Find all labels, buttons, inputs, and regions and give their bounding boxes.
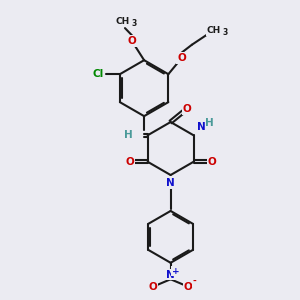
Text: 3: 3 (132, 20, 137, 28)
Text: CH: CH (116, 17, 130, 26)
Text: Cl: Cl (92, 69, 103, 79)
Text: 3: 3 (223, 28, 228, 38)
Text: O: O (207, 157, 216, 167)
Text: N: N (166, 178, 175, 188)
Text: N: N (197, 122, 206, 132)
Text: +: + (172, 266, 180, 275)
Text: H: H (124, 130, 132, 140)
Text: O: O (184, 282, 193, 292)
Text: O: O (182, 104, 191, 114)
Text: O: O (177, 53, 186, 63)
Text: -: - (193, 277, 196, 286)
Text: N: N (166, 269, 175, 280)
Text: O: O (125, 157, 134, 167)
Text: O: O (128, 36, 137, 46)
Text: H: H (206, 118, 214, 128)
Text: O: O (148, 282, 157, 292)
Text: CH: CH (207, 26, 221, 35)
